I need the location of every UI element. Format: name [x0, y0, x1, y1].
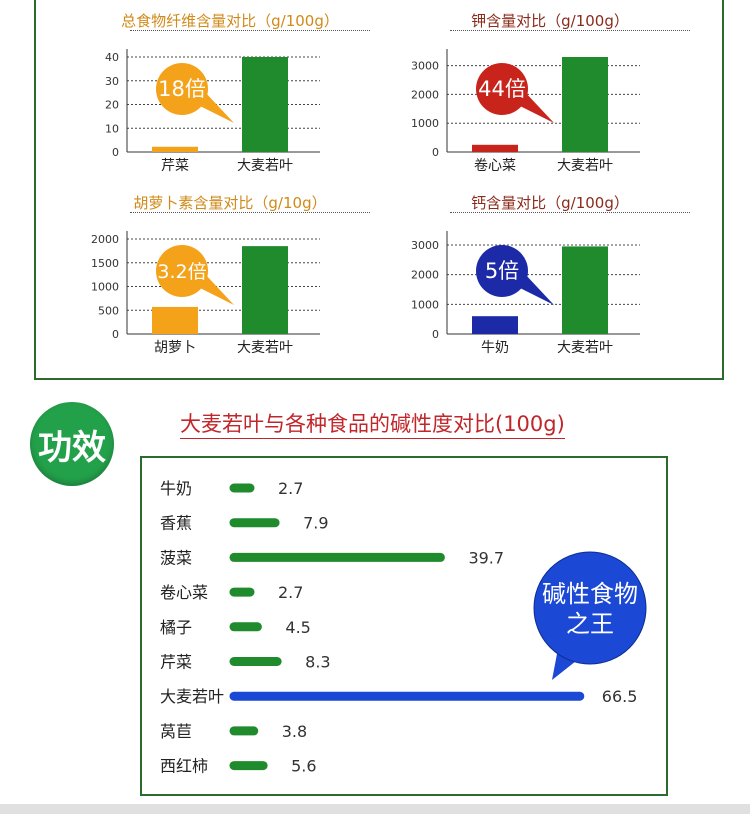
- callout-circle: [476, 63, 528, 115]
- chart-plot: 0 10 20 30 40 芹菜 大麦若叶 18倍: [105, 49, 320, 174]
- bar-牛奶: [472, 316, 518, 334]
- callout-text: 5倍: [485, 259, 519, 283]
- bottom-edge: [0, 804, 750, 814]
- y-tick-label: 40: [105, 51, 119, 64]
- y-tick-label: 500: [98, 304, 119, 317]
- bar-卷心菜: [472, 144, 518, 152]
- y-tick-label: 20: [105, 99, 119, 112]
- chart-title: 总食物纤维含量对比（g/100g）: [121, 12, 339, 30]
- y-tick-label: 3000: [411, 239, 439, 252]
- title-underline: [450, 30, 690, 31]
- category-label: 芹菜: [160, 653, 192, 672]
- callout-text: 18倍: [158, 77, 206, 101]
- value-label: 2.7: [278, 479, 303, 498]
- value-label: 3.8: [282, 722, 307, 741]
- alkalinity-callout-text: 之王: [566, 610, 614, 638]
- y-tick-label: 0: [432, 328, 439, 341]
- x-category-label: 卷心菜: [474, 158, 516, 174]
- x-category-label: 芹菜: [161, 158, 189, 174]
- y-tick-label: 1500: [91, 257, 119, 270]
- x-category-label: 大麦若叶: [237, 158, 293, 174]
- y-tick-label: 0: [112, 146, 119, 159]
- bar-大麦若叶: [562, 57, 608, 152]
- chart-potassium: 钾含量对比（g/100g） 0 1000 2000 3000 卷心菜 大麦若叶 44倍: [390, 10, 710, 180]
- x-category-label: 胡萝卜: [154, 340, 196, 356]
- bar-胡萝卜: [152, 306, 198, 334]
- y-tick-label: 10: [105, 122, 119, 135]
- x-category-label: 大麦若叶: [557, 340, 613, 356]
- chart-title: 钙含量对比（g/100g）: [471, 194, 629, 212]
- callout-text: 3.2倍: [157, 261, 206, 283]
- bar-芹菜: [152, 146, 198, 152]
- chart-title: 钾含量对比（g/100g）: [471, 12, 629, 30]
- title-underline: [130, 212, 370, 213]
- category-label: 牛奶: [160, 479, 192, 498]
- chart-carotene: 胡萝卜素含量对比（g/10g） 0 500 1000 1500 2000 胡萝卜 大麦若叶 3.…: [70, 192, 390, 362]
- y-tick-label: 1000: [411, 298, 439, 311]
- y-tick-label: 3000: [411, 60, 439, 73]
- category-label: 卷心菜: [160, 583, 208, 602]
- alkalinity-chart: 牛奶 2.7 香蕉 7.9 菠菜 39.7 卷心菜 2.7 橘子 4.5 芹菜 8.3 大麦若叶 66.5…: [160, 479, 647, 776]
- chart-plot: 0 500 1000 1500 2000 胡萝卜 大麦若叶 3.2倍: [91, 231, 320, 356]
- x-category-label: 大麦若叶: [557, 158, 613, 174]
- callout-circle: [156, 245, 208, 297]
- x-category-label: 大麦若叶: [237, 340, 293, 356]
- y-tick-label: 2000: [411, 269, 439, 282]
- category-label: 菠菜: [160, 548, 192, 567]
- chart-plot: 0 1000 2000 3000 牛奶 大麦若叶 5倍: [411, 231, 640, 356]
- bar-大麦若叶: [242, 246, 288, 334]
- y-tick-label: 2000: [411, 88, 439, 101]
- callout-text: 44倍: [478, 77, 526, 101]
- chart-title: 胡萝卜素含量对比（g/10g）: [133, 194, 327, 212]
- category-label: 橘子: [160, 618, 192, 637]
- alkalinity-chart-panel: 牛奶 2.7 香蕉 7.9 菠菜 39.7 卷心菜 2.7 橘子 4.5 芹菜 8.3 大麦若叶 66.5…: [140, 456, 668, 796]
- title-underline: [130, 30, 370, 31]
- title-underline: [450, 212, 690, 213]
- callout-circle: [156, 63, 208, 115]
- alkalinity-callout-text: 碱性食物: [542, 580, 638, 608]
- chart-fiber: 总食物纤维含量对比（g/100g） 0 10 20 30 40 芹菜 大麦若叶 18倍: [70, 10, 390, 180]
- bar-大麦若叶: [242, 57, 288, 152]
- category-label: 西红柿: [160, 757, 208, 776]
- y-tick-label: 30: [105, 75, 119, 88]
- y-tick-label: 1000: [411, 117, 439, 130]
- category-label: 莴苣: [160, 722, 192, 741]
- value-label: 39.7: [468, 548, 504, 567]
- chart-calcium: 钙含量对比（g/100g） 0 1000 2000 3000 牛奶 大麦若叶 5倍: [390, 192, 710, 362]
- nutrient-comparison-panel: [34, 0, 724, 380]
- y-tick-label: 1000: [91, 281, 119, 294]
- chart-plot: 0 1000 2000 3000 卷心菜 大麦若叶 44倍: [411, 49, 640, 174]
- callout-circle: [476, 245, 528, 297]
- bar-大麦若叶: [562, 246, 608, 334]
- value-label: 7.9: [303, 514, 328, 533]
- efficacy-badge-label: 功效: [38, 427, 106, 468]
- category-label: 香蕉: [160, 514, 192, 533]
- value-label: 8.3: [305, 653, 330, 672]
- value-label: 5.6: [291, 757, 316, 776]
- efficacy-badge: 功效: [30, 402, 114, 486]
- alkalinity-callout-circle: [533, 551, 647, 665]
- y-tick-label: 0: [112, 328, 119, 341]
- alkalinity-chart-title: 大麦若叶与各种食品的碱性度对比(100g): [180, 408, 565, 439]
- value-label: 2.7: [278, 583, 303, 602]
- value-label: 4.5: [285, 618, 310, 637]
- y-tick-label: 2000: [91, 233, 119, 246]
- value-label: 66.5: [602, 687, 638, 706]
- category-label: 大麦若叶: [160, 687, 224, 706]
- y-tick-label: 0: [432, 146, 439, 159]
- x-category-label: 牛奶: [481, 340, 509, 356]
